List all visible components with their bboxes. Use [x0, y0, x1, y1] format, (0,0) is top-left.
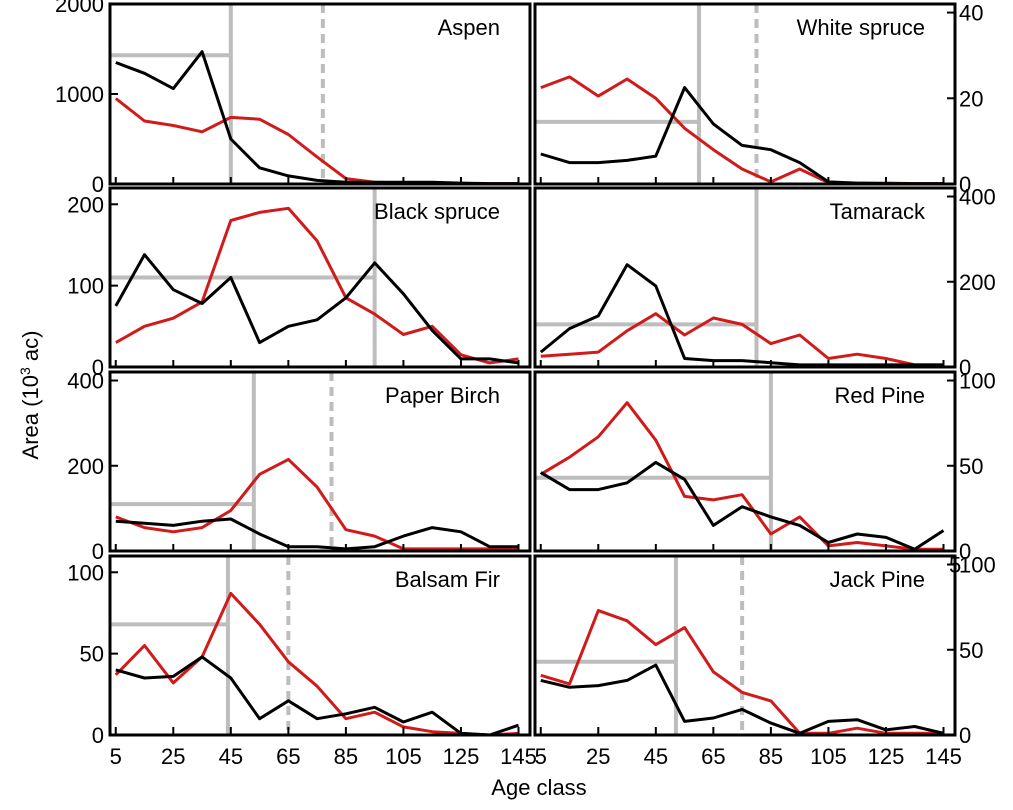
panel-title: Tamarack	[830, 199, 926, 224]
panel-red-pine: Red Pine 0 50 100	[533, 369, 996, 564]
series-line-1	[540, 312, 944, 367]
panel-title: Paper Birch	[385, 383, 500, 408]
panel-title: Balsam Fir	[395, 567, 500, 592]
y-tick-label: 100	[67, 274, 104, 299]
x-tick-label: 125	[443, 744, 480, 769]
x-tick-label: 65	[701, 744, 725, 769]
series-line-2	[540, 460, 945, 551]
y-tick-label: 50	[80, 642, 104, 667]
x-tick-label: 85	[759, 744, 783, 769]
panel-frame	[533, 2, 957, 186]
series-line-1	[540, 609, 944, 735]
panel-black-spruce: Black spruce 0 100 200	[67, 186, 532, 380]
y-tick-label: 0	[92, 723, 104, 748]
y-tick-label: 0	[959, 723, 971, 748]
panel-title: White spruce	[797, 15, 925, 40]
panel-balsam-fir: Balsam Fir 0 50 100 5 25 45 65 85 105 125 145	[67, 554, 537, 769]
series-line-1	[114, 97, 519, 186]
panel-frame	[533, 370, 957, 553]
y-tick-label: 0	[92, 172, 104, 197]
y-tick-label: 0	[92, 355, 104, 380]
y-axis-label-main: Area (10	[18, 375, 43, 459]
y-tick-label: 400	[67, 369, 104, 394]
x-tick-label: 145	[925, 744, 962, 769]
panel-frame	[108, 186, 532, 369]
panel-white-spruce: White spruce 0 20 40	[533, 1, 983, 197]
x-tick-label: 85	[334, 744, 358, 769]
x-tick-label: 125	[868, 744, 905, 769]
x-tick-label: 105	[810, 744, 847, 769]
panel-title: Aspen	[438, 15, 500, 40]
y-tick-label: 0	[959, 539, 971, 564]
y-axis-label-exponent: 3	[17, 367, 33, 375]
panel-aspen: Aspen 0 1000 2000	[55, 0, 532, 197]
x-tick-label: 45	[219, 744, 243, 769]
x-tick-label: 5	[110, 744, 122, 769]
series-line-2	[115, 517, 519, 551]
panel-title: Jack Pine	[830, 567, 925, 592]
panel-frame	[108, 554, 532, 737]
x-tick-label: 105	[385, 744, 422, 769]
y-tick-label: 0	[959, 355, 971, 380]
y-tick-label: 100	[67, 560, 104, 585]
y-tick-label: 100	[959, 553, 996, 578]
y-tick-label: 2000	[55, 0, 104, 17]
x-tick-label: 45	[644, 744, 668, 769]
y-tick-label: 400	[959, 185, 996, 210]
series-line-2	[539, 263, 944, 367]
series-line-2	[115, 50, 519, 186]
y-tick-label: 50	[959, 454, 983, 479]
x-tick-label: 5	[535, 744, 547, 769]
x-axis-label: Age class	[491, 775, 586, 800]
y-tick-label: 1000	[55, 82, 104, 107]
panel-title: Black spruce	[374, 199, 500, 224]
x-tick-label: 25	[161, 744, 185, 769]
y-tick-label: 200	[67, 454, 104, 479]
y-tick-label: 20	[959, 86, 983, 111]
series-line-1	[115, 206, 519, 365]
series-line-1	[114, 591, 519, 737]
panel-title: Red Pine	[834, 383, 925, 408]
x-tick-label: 145	[500, 744, 537, 769]
x-tick-label: 65	[276, 744, 300, 769]
y-tick-label: 0	[959, 172, 971, 197]
y-tick-label: 100	[959, 369, 996, 394]
x-tick-label: 25	[586, 744, 610, 769]
series-line-2	[540, 663, 944, 735]
y-axis-label: Area (103 ac)	[17, 331, 43, 460]
y-tick-label: 40	[959, 1, 983, 26]
y-tick-label: 200	[67, 192, 104, 217]
series-line-2	[115, 655, 519, 737]
panel-frame	[533, 186, 957, 369]
series-line-1	[115, 457, 519, 551]
overlap-tick-label: 5	[949, 553, 961, 578]
panel-frame	[533, 554, 957, 737]
series-line-1	[540, 401, 944, 551]
y-axis-label-unit: ac)	[18, 331, 43, 368]
series-line-1	[540, 75, 944, 186]
series-line-2	[114, 253, 519, 365]
y-tick-label: 50	[959, 638, 983, 663]
panel-tamarack: Tamarack 0 200 400	[533, 185, 996, 380]
y-tick-label: 0	[92, 539, 104, 564]
y-tick-label: 200	[959, 270, 996, 295]
panel-frame	[108, 370, 532, 553]
panel-paper-birch: Paper Birch 0 200 400	[67, 369, 532, 564]
